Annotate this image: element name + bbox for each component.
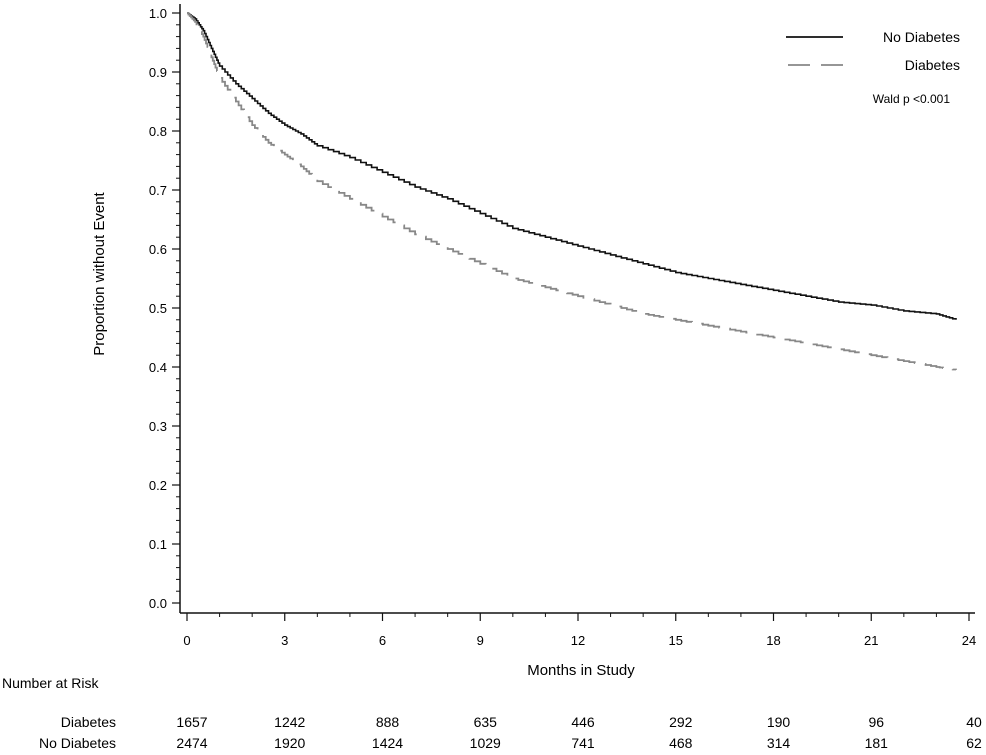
legend-label-diabetes: Diabetes xyxy=(905,57,960,73)
risk-cell: 181 xyxy=(865,735,889,751)
plot-area: 0.0 0.1 0.2 0.3 0.4 0.5 0.6 0.7 0.8 0.9 1.0 0 3 6 9 12… xyxy=(149,4,976,648)
y-ticks: 0.0 0.1 0.2 0.3 0.4 0.5 0.6 0.7 0.8 0.9 1.0 xyxy=(149,6,180,611)
y-tick-label: 0.7 xyxy=(149,183,167,198)
y-tick-label: 0.1 xyxy=(149,537,167,552)
x-tick-label: 24 xyxy=(962,633,976,648)
risk-table-title: Number at Risk xyxy=(2,675,99,691)
wald-annotation: Wald p <0.001 xyxy=(873,92,951,106)
x-tick-label: 9 xyxy=(477,633,484,648)
y-tick-label: 0.6 xyxy=(149,242,167,257)
y-axis-title: Proportion without Event xyxy=(91,191,108,355)
y-tick-label: 0.2 xyxy=(149,478,167,493)
risk-cell: 446 xyxy=(571,714,595,730)
legend-label-no-diabetes: No Diabetes xyxy=(883,29,960,45)
risk-cell: 40 xyxy=(966,714,982,730)
risk-row-label: No Diabetes xyxy=(39,735,116,751)
y-tick-label: 0.9 xyxy=(149,65,167,80)
y-tick-label: 0.5 xyxy=(149,301,167,316)
risk-cell: 888 xyxy=(376,714,400,730)
risk-rows: Diabetes 1657 1242 888 635 446 292 190 96 40 No Di… xyxy=(39,714,982,751)
x-tick-label: 21 xyxy=(864,633,878,648)
series-line-no-diabetes xyxy=(187,12,957,320)
risk-row-label: Diabetes xyxy=(61,714,116,730)
series-line-diabetes xyxy=(187,12,957,371)
x-tick-label: 15 xyxy=(669,633,683,648)
risk-cell: 635 xyxy=(474,714,498,730)
risk-cell: 292 xyxy=(669,714,693,730)
y-tick-label: 0.4 xyxy=(149,360,167,375)
risk-cell: 1657 xyxy=(176,714,207,730)
risk-cell: 96 xyxy=(868,714,884,730)
risk-cell: 190 xyxy=(767,714,791,730)
risk-cell: 1424 xyxy=(372,735,403,751)
x-tick-label: 6 xyxy=(379,633,386,648)
risk-cell: 468 xyxy=(669,735,693,751)
x-tick-label: 0 xyxy=(183,633,190,648)
y-tick-label: 1.0 xyxy=(149,6,167,21)
y-tick-label: 0.0 xyxy=(149,596,167,611)
y-tick-label: 0.3 xyxy=(149,419,167,434)
x-tick-label: 3 xyxy=(281,633,288,648)
x-axis-title: Months in Study xyxy=(527,662,635,679)
legend: No Diabetes Diabetes Wald p <0.001 xyxy=(786,29,960,106)
y-tick-label: 0.8 xyxy=(149,124,167,139)
x-ticks: 0 3 6 9 12 15 18 21 24 xyxy=(183,613,976,648)
risk-cell: 2474 xyxy=(176,735,207,751)
risk-cell: 1920 xyxy=(274,735,305,751)
risk-cell: 741 xyxy=(571,735,595,751)
y-minor-ticks xyxy=(176,24,180,592)
series-lines xyxy=(187,12,957,371)
x-tick-label: 18 xyxy=(766,633,780,648)
x-tick-label: 12 xyxy=(571,633,585,648)
risk-cell: 62 xyxy=(966,735,982,751)
risk-cell: 314 xyxy=(767,735,791,751)
risk-cell: 1029 xyxy=(470,735,501,751)
risk-cell: 1242 xyxy=(274,714,305,730)
risk-table: Number at Risk Diabetes 1657 1242 888 635 446… xyxy=(2,675,982,751)
